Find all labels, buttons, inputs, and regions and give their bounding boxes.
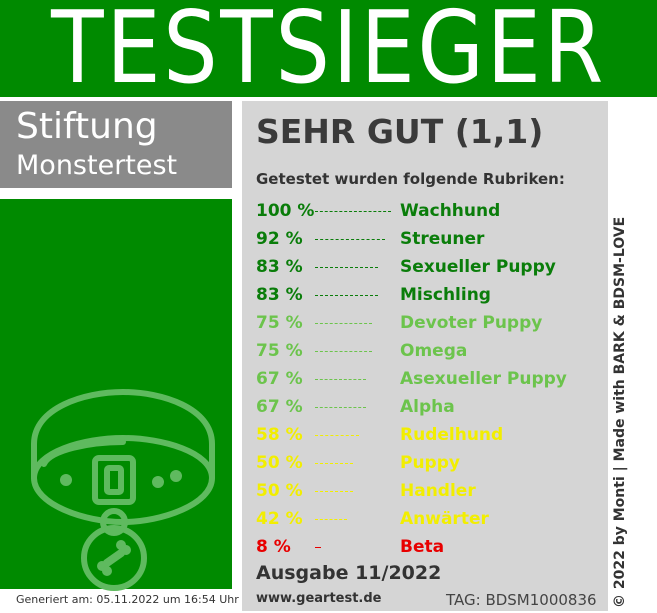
category-name: Streuner	[400, 229, 485, 249]
category-row: 67 % Alpha	[256, 396, 606, 424]
score-dash-bar	[315, 519, 347, 520]
category-row: 50 % Puppy	[256, 452, 606, 480]
category-name: Handler	[400, 481, 476, 501]
category-name: Puppy	[400, 453, 460, 473]
issue-label: Ausgabe 11/2022	[256, 562, 442, 584]
score-dash-bar	[315, 267, 378, 268]
score-dash-bar	[315, 323, 372, 324]
score-dash-bar	[315, 239, 385, 240]
category-percent: 42 %	[256, 509, 303, 529]
category-row: 8 % Beta	[256, 536, 606, 564]
score-dash-bar	[315, 491, 353, 492]
category-percent: 8 %	[256, 537, 291, 557]
score-dash-bar	[315, 435, 359, 436]
category-name: Anwärter	[400, 509, 489, 529]
score-dash-bar	[315, 407, 366, 408]
score-dash-bar	[315, 295, 378, 296]
category-row: 58 % Rudelhund	[256, 424, 606, 452]
generated-timestamp: Generiert am: 05.11.2022 um 16:54 Uhr	[16, 593, 239, 606]
category-row: 42 % Anwärter	[256, 508, 606, 536]
category-row: 92 % Streuner	[256, 228, 606, 256]
verdict-title: SEHR GUT (1,1)	[256, 112, 544, 151]
category-percent: 67 %	[256, 397, 303, 417]
category-percent: 50 %	[256, 481, 303, 501]
category-percent: 75 %	[256, 313, 303, 333]
category-name: Beta	[400, 537, 445, 557]
result-panel	[242, 101, 608, 611]
category-row: 75 % Devoter Puppy	[256, 312, 606, 340]
site-url: www.geartest.de	[256, 591, 382, 606]
score-dash-bar	[315, 379, 366, 380]
categories-intro: Getestet wurden folgende Rubriken:	[256, 170, 565, 188]
dog-collar-icon	[31, 389, 215, 591]
score-dash-bar	[315, 547, 321, 548]
brand-box: Stiftung Monstertest	[0, 101, 232, 188]
headline-title: TESTSIEGER	[51, 0, 606, 106]
category-name: Sexueller Puppy	[400, 257, 556, 277]
category-row: 83 % Mischling	[256, 284, 606, 312]
tag-id: TAG: BDSM1000836	[446, 591, 597, 609]
category-row: 75 % Omega	[256, 340, 606, 368]
category-percent: 58 %	[256, 425, 303, 445]
category-row: 100 % Wachhund	[256, 200, 606, 228]
brand-line-1: Stiftung	[16, 106, 158, 147]
category-name: Devoter Puppy	[400, 313, 543, 333]
category-row: 67 % Asexueller Puppy	[256, 368, 606, 396]
score-dash-bar	[315, 211, 391, 212]
category-row: 50 % Handler	[256, 480, 606, 508]
score-dash-bar	[315, 351, 372, 352]
credit-text: © 2022 by Monti | Made with BARK & BDSM-…	[612, 216, 628, 608]
category-row: 83 % Sexueller Puppy	[256, 256, 606, 284]
brand-line-2: Monstertest	[16, 150, 178, 181]
category-percent: 83 %	[256, 285, 303, 305]
header-band: TESTSIEGER	[0, 0, 657, 106]
category-percent: 92 %	[256, 229, 303, 249]
category-percent: 75 %	[256, 341, 303, 361]
category-percent: 100 %	[256, 201, 315, 221]
score-dash-bar	[315, 463, 353, 464]
category-name: Mischling	[400, 285, 491, 305]
category-percent: 67 %	[256, 369, 303, 389]
category-name: Rudelhund	[400, 425, 504, 445]
category-name: Asexueller Puppy	[400, 369, 567, 389]
category-name: Wachhund	[400, 201, 501, 221]
category-name: Alpha	[400, 397, 455, 417]
category-percent: 83 %	[256, 257, 303, 277]
category-percent: 50 %	[256, 453, 303, 473]
category-name: Omega	[400, 341, 468, 361]
